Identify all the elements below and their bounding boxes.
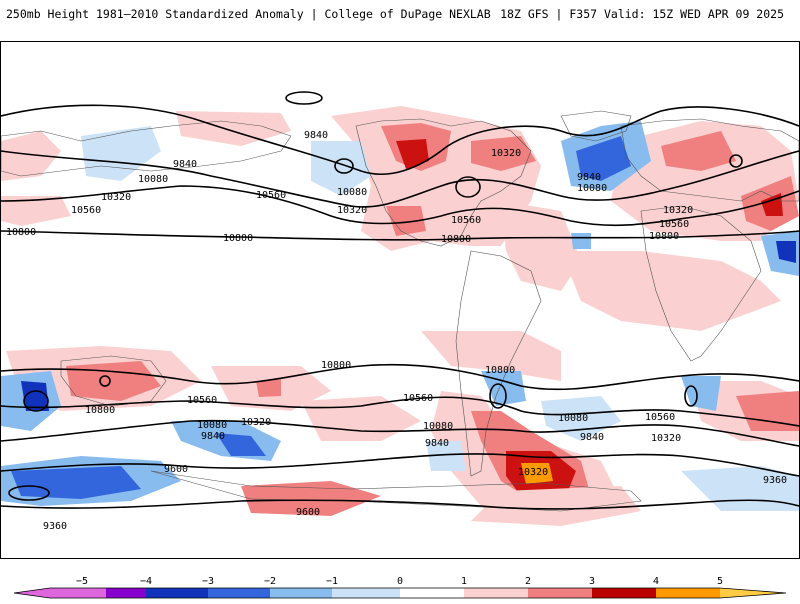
- contour-label: 10080: [197, 420, 227, 431]
- weather-map[interactable]: 9840 9840 10080 10320 10560 10800 10080 …: [0, 41, 800, 559]
- colorbar-tick-label: 2: [524, 576, 532, 587]
- colorbar-tick-label: 5: [716, 576, 724, 587]
- colorbar-segment: [208, 588, 270, 598]
- contour-label: 10320: [663, 205, 693, 216]
- contour-label: 10800: [6, 227, 36, 238]
- contour-label: 10080: [558, 413, 588, 424]
- contour-label: 10320: [651, 433, 681, 444]
- contour-label: 10560: [645, 412, 675, 423]
- contour-label: 9600: [164, 464, 188, 475]
- contour-label: 10560: [256, 190, 286, 201]
- contour-label: 10800: [485, 365, 515, 376]
- contour-label: 9840: [201, 431, 225, 442]
- colorbar-right-arrow: [720, 588, 786, 598]
- contour-label: 10320: [518, 467, 548, 478]
- contour-label: 10320: [101, 192, 131, 203]
- colorbar-left-arrow: [14, 588, 50, 598]
- contour-label: 10320: [337, 205, 367, 216]
- colorbar-segment: [656, 588, 720, 598]
- contour-label: 10800: [223, 233, 253, 244]
- map-title: 250mb Height 1981–2010 Standardized Anom…: [6, 7, 491, 21]
- contour-label: 10560: [659, 219, 689, 230]
- contour-label: 9360: [43, 521, 67, 532]
- contour-label: 9600: [296, 507, 320, 518]
- colorbar-tick-label: 1: [460, 576, 468, 587]
- contour-label: 10800: [441, 234, 471, 245]
- colorbar-tick-label: −1: [325, 576, 339, 587]
- colorbar-tick-label: −2: [263, 576, 277, 587]
- colorbar-segment: [270, 588, 332, 598]
- colorbar-segment: [332, 588, 400, 598]
- colorbar-tick-label: 0: [396, 576, 404, 587]
- anomaly-colorbar: −5 −4 −3 −2 −1 0 1 2 3 4 5: [0, 570, 800, 600]
- colorbar-segment: [592, 588, 656, 598]
- colorbar-segment: [464, 588, 528, 598]
- contour-label: 10080: [577, 183, 607, 194]
- contour-label: 10800: [85, 405, 115, 416]
- contour-label: 10560: [71, 205, 101, 216]
- height-contours: [1, 91, 799, 510]
- contour-label: 10560: [187, 395, 217, 406]
- colorbar-segment: [146, 588, 208, 598]
- contour-label: 10800: [649, 231, 679, 242]
- colorbar-graphic: [13, 587, 787, 599]
- colorbar-tick-label: −3: [201, 576, 215, 587]
- colorbar-segment: [528, 588, 592, 598]
- contour-label: 10800: [321, 360, 351, 371]
- contour-label: 9840: [425, 438, 449, 449]
- colorbar-segment: [106, 588, 146, 598]
- negative-anomaly-shading: [1, 121, 799, 511]
- contour-label: 10320: [241, 417, 271, 428]
- contour-label: 10320: [491, 148, 521, 159]
- contour-label: 10080: [423, 421, 453, 432]
- contour-label: 9840: [580, 432, 604, 443]
- colorbar-tick-label: 3: [588, 576, 596, 587]
- colorbar-tick-label: −5: [75, 576, 89, 587]
- contour-label: 10080: [138, 174, 168, 185]
- contour-label: 9840: [173, 159, 197, 170]
- contour-label: 10560: [451, 215, 481, 226]
- contour-label: 9840: [577, 172, 601, 183]
- contour-label: 10080: [337, 187, 367, 198]
- contour-label: 10560: [403, 393, 433, 404]
- contour-labels: 9840 9840 10080 10320 10560 10800 10080 …: [6, 130, 787, 532]
- model-run-info: 18Z GFS | F357 Valid: 15Z WED APR 09 202…: [500, 7, 784, 21]
- map-header: 250mb Height 1981–2010 Standardized Anom…: [0, 0, 800, 28]
- colorbar-segment: [400, 588, 464, 598]
- colorbar-segment: [50, 588, 106, 598]
- contour-label: 9840: [304, 130, 328, 141]
- colorbar-tick-label: 4: [652, 576, 660, 587]
- colorbar-tick-label: −4: [139, 576, 153, 587]
- map-canvas: 9840 9840 10080 10320 10560 10800 10080 …: [1, 91, 799, 532]
- contour-label: 9360: [763, 475, 787, 486]
- positive-anomaly-shading: [1, 106, 799, 526]
